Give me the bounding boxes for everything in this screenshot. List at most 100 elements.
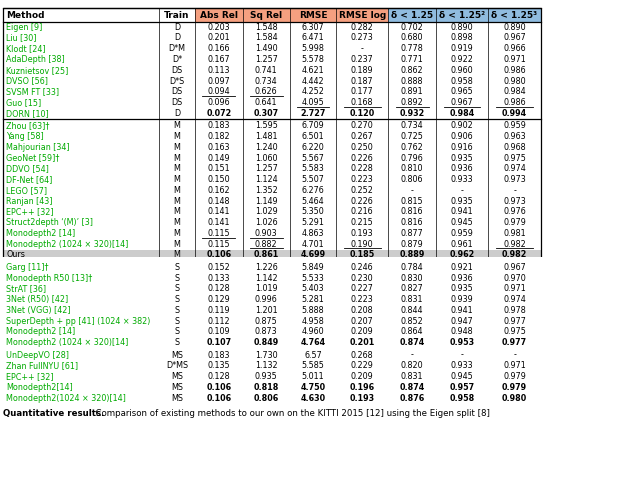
Text: 0.919: 0.919	[451, 44, 474, 53]
Text: 0.935: 0.935	[451, 284, 474, 294]
Text: 0.072: 0.072	[206, 109, 232, 118]
Text: 0.115: 0.115	[207, 240, 230, 249]
Text: DS: DS	[172, 98, 182, 107]
Text: 0.268: 0.268	[351, 350, 374, 360]
Text: -: -	[361, 44, 364, 53]
Text: 1.548: 1.548	[255, 23, 278, 32]
Bar	[336, 8, 388, 22]
Text: Struct2depth ‘(M)’ [3]: Struct2depth ‘(M)’ [3]	[6, 218, 93, 227]
Text: 0.873: 0.873	[255, 327, 278, 337]
Text: 4.701: 4.701	[301, 240, 324, 249]
Text: 0.806: 0.806	[253, 393, 279, 403]
Text: 0.977: 0.977	[502, 338, 527, 347]
Text: 5.849: 5.849	[301, 263, 324, 272]
Text: 0.864: 0.864	[401, 327, 424, 337]
Text: 0.980: 0.980	[503, 76, 526, 86]
Text: 0.970: 0.970	[503, 273, 526, 283]
Text: 1.584: 1.584	[255, 33, 278, 43]
Text: 0.935: 0.935	[255, 372, 278, 381]
Text: Monodepth2[14]: Monodepth2[14]	[6, 383, 73, 392]
Text: 0.112: 0.112	[207, 317, 230, 326]
Text: 0.877: 0.877	[401, 229, 424, 238]
Text: 0.163: 0.163	[207, 143, 230, 152]
Text: 0.973: 0.973	[503, 196, 526, 206]
Text: 0.115: 0.115	[207, 229, 230, 238]
Text: M: M	[173, 196, 180, 206]
Text: 0.831: 0.831	[401, 295, 424, 304]
Text: 0.796: 0.796	[401, 153, 424, 163]
Text: 5.011: 5.011	[301, 372, 324, 381]
Text: 0.889: 0.889	[399, 250, 425, 260]
Text: 0.932: 0.932	[399, 109, 425, 118]
Text: 0.986: 0.986	[503, 98, 526, 107]
Text: Monodepth2 (1024 × 320)[14]: Monodepth2 (1024 × 320)[14]	[6, 338, 129, 347]
Text: 0.187: 0.187	[351, 76, 374, 86]
Text: 0.874: 0.874	[399, 338, 425, 347]
Text: 0.228: 0.228	[351, 164, 374, 173]
Text: 0.967: 0.967	[503, 33, 526, 43]
Text: 0.096: 0.096	[207, 98, 230, 107]
Text: 0.208: 0.208	[351, 306, 374, 315]
Text: UnDeepVO [28]: UnDeepVO [28]	[6, 350, 69, 360]
Text: 0.973: 0.973	[503, 175, 526, 184]
Text: 0.201: 0.201	[207, 33, 230, 43]
Text: 0.209: 0.209	[351, 327, 374, 337]
Text: 0.167: 0.167	[207, 55, 230, 64]
Text: 0.979: 0.979	[503, 218, 526, 227]
Text: M: M	[173, 229, 180, 238]
Text: 0.237: 0.237	[351, 55, 374, 64]
Text: 0.209: 0.209	[351, 372, 374, 381]
Text: 0.890: 0.890	[451, 23, 474, 32]
Text: 1.240: 1.240	[255, 143, 278, 152]
Text: 0.216: 0.216	[351, 207, 374, 217]
Text: 6.307: 6.307	[301, 23, 324, 32]
Text: RMSE: RMSE	[299, 10, 327, 20]
Text: GeoNet [59]†: GeoNet [59]†	[6, 153, 60, 163]
Text: Monodepth2 [14]: Monodepth2 [14]	[6, 327, 76, 337]
Text: 1.226: 1.226	[255, 263, 278, 272]
Text: 0.810: 0.810	[401, 164, 424, 173]
Text: -: -	[411, 350, 413, 360]
Text: LEGO [57]: LEGO [57]	[6, 186, 47, 195]
Text: 0.830: 0.830	[401, 273, 424, 283]
Text: 0.979: 0.979	[502, 383, 527, 392]
Text: S: S	[174, 273, 180, 283]
Text: 0.229: 0.229	[351, 361, 374, 370]
Text: 0.193: 0.193	[349, 393, 375, 403]
Text: S: S	[174, 306, 180, 315]
Text: 0.960: 0.960	[451, 66, 474, 75]
Text: D*MS: D*MS	[166, 361, 188, 370]
Text: 5.403: 5.403	[301, 284, 324, 294]
Text: 0.875: 0.875	[255, 317, 278, 326]
Text: 4.960: 4.960	[301, 327, 324, 337]
Text: 0.966: 0.966	[503, 44, 526, 53]
Text: -: -	[411, 186, 413, 195]
Text: SuperDepth + pp [41] (1024 × 382): SuperDepth + pp [41] (1024 × 382)	[6, 317, 151, 326]
Text: MS: MS	[171, 350, 183, 360]
Text: 0.965: 0.965	[451, 87, 474, 97]
Text: 0.183: 0.183	[207, 121, 230, 130]
Text: 0.874: 0.874	[399, 383, 425, 392]
Bar	[388, 8, 436, 22]
Text: M: M	[173, 143, 180, 152]
Text: 1.019: 1.019	[255, 284, 278, 294]
Text: 0.183: 0.183	[207, 350, 230, 360]
Text: 0.162: 0.162	[207, 186, 230, 195]
Text: 0.226: 0.226	[351, 196, 374, 206]
Text: 0.128: 0.128	[207, 372, 230, 381]
Text: Eigen [9]: Eigen [9]	[6, 23, 43, 32]
Text: 4.252: 4.252	[301, 87, 324, 97]
Text: D: D	[174, 109, 180, 118]
Text: 0.152: 0.152	[207, 263, 230, 272]
Text: 0.963: 0.963	[503, 132, 526, 141]
Text: Garg [11]†: Garg [11]†	[6, 263, 49, 272]
Text: 0.816: 0.816	[401, 207, 424, 217]
Text: 0.141: 0.141	[207, 207, 230, 217]
Text: 4.764: 4.764	[300, 338, 326, 347]
Text: 4.630: 4.630	[300, 393, 326, 403]
Text: δ < 1.25²: δ < 1.25²	[439, 10, 485, 20]
Text: Klodt [24]: Klodt [24]	[6, 44, 46, 53]
Text: 1.132: 1.132	[255, 361, 278, 370]
Text: 0.246: 0.246	[351, 263, 374, 272]
Text: 0.935: 0.935	[451, 196, 474, 206]
